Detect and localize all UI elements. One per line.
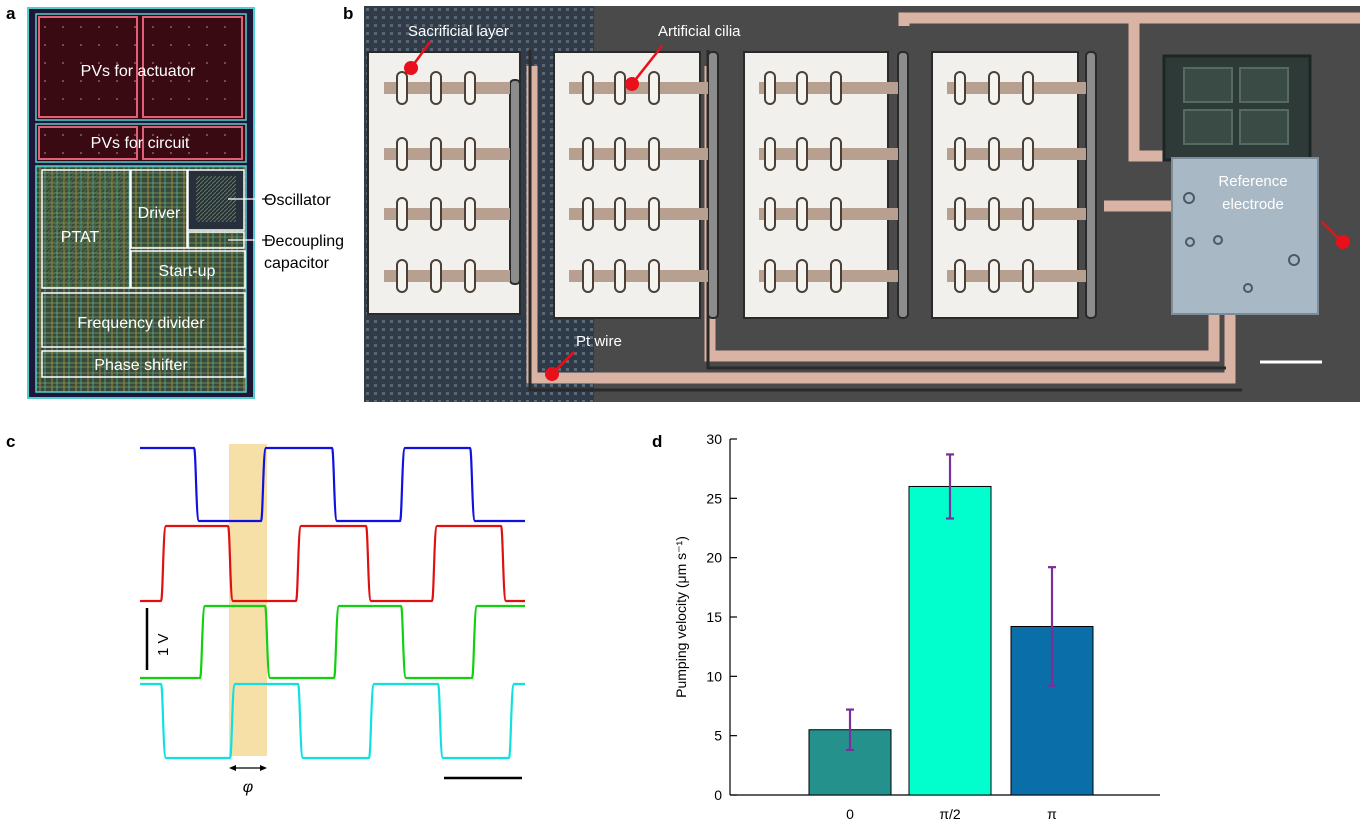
cilium [464,259,476,293]
cilium [764,137,776,171]
label-oscillator: Oscillator [264,192,331,209]
cilium [988,197,1000,231]
label-electrode: electrode [1222,196,1284,213]
cilium [614,71,626,105]
cilium [1022,197,1034,231]
voltage-scale-label: 1 V [155,633,172,656]
cilium [954,197,966,231]
bar-1 [908,485,992,796]
cilium [988,137,1000,171]
cilium [830,259,842,293]
label-pvs-circuit: PVs for circuit [91,135,190,152]
y-tick-label: 30 [706,431,722,447]
waveform-trace-4 [140,682,525,760]
cilium [764,259,776,293]
waveform-trace-1 [140,446,525,523]
cilium [648,197,660,231]
label-decoupling: Decoupling [264,233,344,250]
cilium [796,137,808,171]
cilium [988,259,1000,293]
panel-c-waveforms: 1 V φ [140,444,525,796]
cilium [582,197,594,231]
label-driver: Driver [138,205,181,222]
y-axis-label: Pumping velocity (μm s⁻¹) [673,536,689,698]
label-pvs-actuator: PVs for actuator [81,63,196,80]
cilium [988,71,1000,105]
cilium [582,259,594,293]
cilium [582,137,594,171]
x-tick-label: 0 [846,806,854,820]
cilium [430,137,442,171]
cilium [1022,71,1034,105]
cilium [954,137,966,171]
panel-label-b: b [343,4,354,23]
label-artificial-cilia: Artificial cilia [658,23,741,40]
label-startup: Start-up [159,263,216,280]
y-tick-label: 10 [706,668,722,684]
marker-reference-electrode [1336,235,1350,249]
cilium [396,71,408,105]
label-frequency-divider: Frequency divider [77,315,205,332]
cilium [396,259,408,293]
y-tick-label: 20 [706,550,722,566]
cilium [796,71,808,105]
panel-a-chip-layout: PVs for actuator PVs for circuit PTAT Dr… [27,7,344,399]
cilium [614,259,626,293]
cilium [464,137,476,171]
label-reference: Reference [1218,173,1287,190]
cilium [796,197,808,231]
waveform-trace-2 [140,524,525,603]
marker-pt-wire [545,367,559,381]
y-tick-label: 0 [714,787,722,803]
panel-label-d: d [652,432,663,451]
cilium [582,71,594,105]
phase-symbol: φ [243,779,253,796]
waveform-trace-3 [140,604,525,680]
cilium [764,197,776,231]
cilium [830,137,842,171]
label-sacrificial-layer: Sacrificial layer [408,23,509,40]
cilium [764,71,776,105]
cilium [614,137,626,171]
cilium [954,71,966,105]
cilium [830,197,842,231]
x-tick-label: π/2 [939,806,961,820]
cilium [464,197,476,231]
cilium [430,71,442,105]
label-phase-shifter: Phase shifter [94,357,188,374]
cilium [614,197,626,231]
cilium [648,259,660,293]
label-pt-wire: Pt wire [576,333,622,350]
y-tick-label: 5 [714,728,722,744]
marker-artificial-cilia [625,77,639,91]
panel-label-c: c [6,432,16,451]
cilium [648,137,660,171]
cilium [464,71,476,105]
cilium [1022,137,1034,171]
cilium [954,259,966,293]
y-tick-label: 15 [706,609,722,625]
cilium [396,137,408,171]
cilium [1022,259,1034,293]
x-tick-label: π [1047,806,1057,820]
panel-b-micrograph: Sacrificial layer Artificial cilia Pt wi… [364,6,1360,402]
cilium [830,71,842,105]
label-ptat: PTAT [61,229,100,246]
panel-d-bar-chart: 0 5 10 15 20 25 30 0 π/2 π Pumping velocity (μm s… [673,431,1160,820]
cilium [648,71,660,105]
cilium [396,197,408,231]
cilium [430,259,442,293]
cilium [796,259,808,293]
panel-label-a: a [6,4,16,23]
y-tick-label: 25 [706,490,722,506]
marker-sacrificial-layer [404,61,418,75]
cilium [430,197,442,231]
label-capacitor: capacitor [264,255,330,272]
